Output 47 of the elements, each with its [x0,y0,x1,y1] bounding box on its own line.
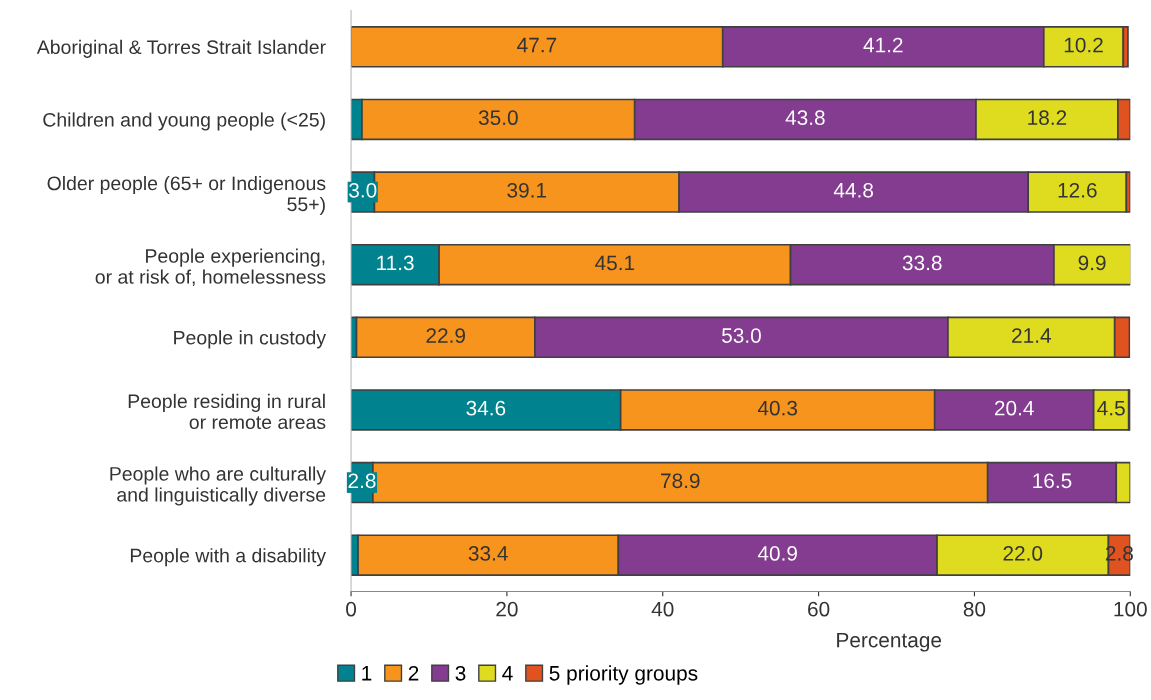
x-tick-label: 80 [963,601,986,617]
data-label: 16.5 [1033,473,1072,489]
data-label: 12.6 [1058,182,1097,198]
data-label: 45.1 [595,255,635,271]
x-tick-label: 40 [651,601,674,617]
data-label: 18.2 [1028,110,1067,126]
x-axis-title: Percentage [837,632,942,652]
data-label: 39.1 [507,182,547,198]
y-tick-label: People experiencing, or at risk of, homelessness [95,248,326,287]
data-label: 33.8 [902,255,942,271]
data-label: 44.8 [833,182,874,198]
data-label: 35.0 [478,110,518,126]
data-label: 20.4 [994,400,1034,416]
data-label: 47.7 [517,37,557,53]
data-label: 78.9 [661,473,700,489]
y-tick-label: Older people (65+ or Indigenous 55+) [47,175,326,216]
legend-label: 5 priority groups [549,665,698,685]
legend-label: 3 [455,665,466,681]
data-label: 33.4 [468,546,508,561]
data-label: 34.6 [466,400,506,416]
x-tick-label: 100 [1114,601,1147,617]
data-label: 22.0 [1003,546,1043,561]
y-tick-label: People in custody [174,330,327,349]
y-tick-label: Children and young people (<25) [43,112,325,131]
data-label: 2.8 [348,473,376,489]
y-tick-label: People with a disability [130,548,327,567]
data-label: 3.0 [349,182,377,198]
legend-label: 4 [502,666,513,681]
x-tick-label: 0 [346,601,357,617]
data-label: 53.0 [722,328,761,343]
data-label: 41.2 [863,37,903,53]
y-tick-label: People residing in rural or remote areas [128,393,326,430]
legend-label: 1 [362,666,372,681]
data-label: 10.2 [1064,37,1103,53]
legend-label: 2 [408,665,419,681]
y-tick-label: People who are culturally and linguistically diverse [110,466,327,506]
data-label: 22.9 [426,328,466,343]
data-label: 40.3 [757,400,798,416]
data-label: 4.5 [1097,400,1125,416]
x-tick-label: 20 [496,601,518,617]
data-label: 9.9 [1078,255,1106,271]
data-label: 21.4 [1012,328,1051,343]
data-label: 43.8 [785,110,825,126]
y-tick-label: Aboriginal & Torres Strait Islander [36,39,326,58]
x-tick-label: 60 [808,601,830,617]
data-label: 11.3 [377,255,414,271]
data-label: 40.9 [757,546,797,561]
